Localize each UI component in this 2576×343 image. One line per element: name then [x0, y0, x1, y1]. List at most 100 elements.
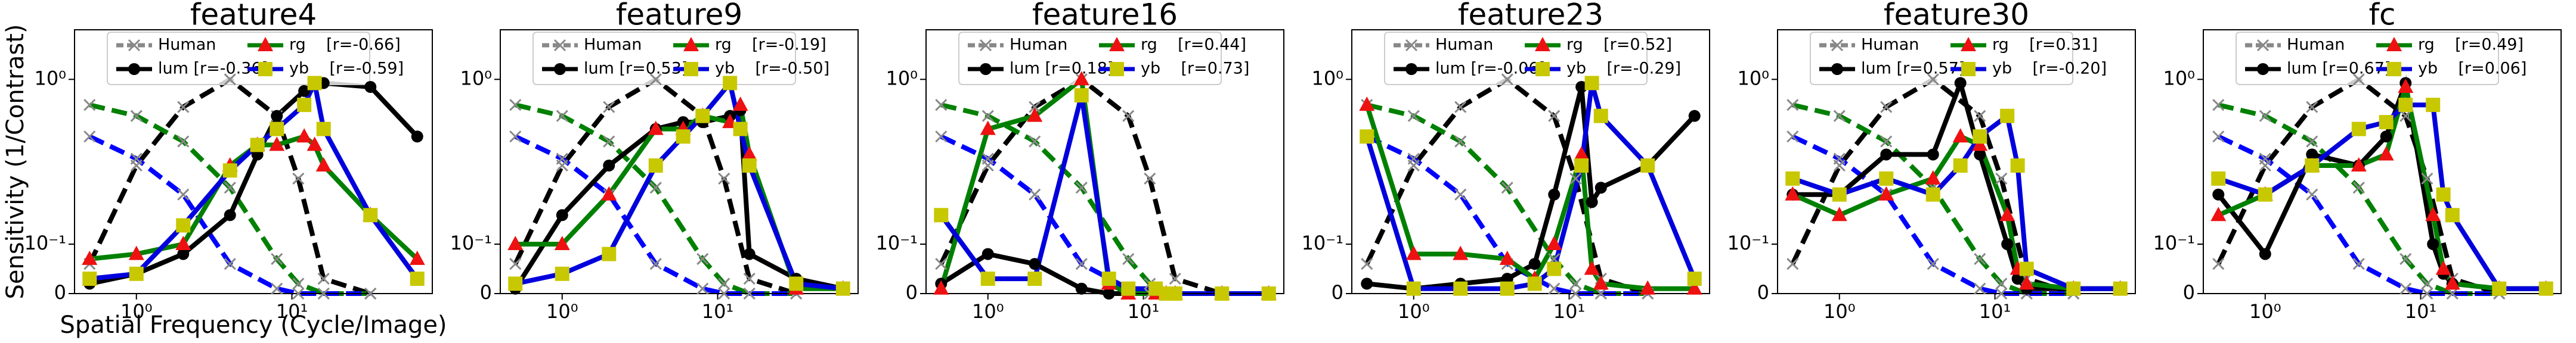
marker	[1999, 207, 2015, 222]
marker	[556, 209, 568, 222]
marker	[603, 135, 615, 148]
y-axis-label: Sensitivity (1/Contrast)	[2, 24, 29, 299]
marker	[2538, 281, 2553, 296]
marker	[2211, 171, 2226, 186]
marker	[555, 266, 569, 281]
panel-title: feature23	[1458, 0, 1603, 32]
marker	[2212, 99, 2225, 111]
marker	[292, 277, 305, 290]
marker	[1640, 158, 1655, 173]
x-tick-label: 10⁰	[546, 300, 578, 323]
legend-label: Human	[1861, 36, 1919, 54]
legend-label: yb [r=-0.50]	[715, 60, 829, 78]
y-tick-label: 10⁰	[460, 67, 492, 89]
marker	[1548, 110, 1561, 122]
marker	[1574, 158, 1589, 173]
marker	[601, 186, 617, 201]
marker	[222, 163, 237, 178]
marker	[982, 248, 994, 260]
legend-box	[1810, 32, 2073, 85]
marker	[979, 39, 992, 52]
panel-title: fc	[2368, 0, 2395, 32]
marker	[1880, 135, 1893, 148]
marker	[1101, 272, 1116, 286]
y-tick-label: 0	[1332, 281, 1343, 304]
legend-label: yb [r=0.73]	[1141, 60, 1249, 78]
marker	[1831, 39, 1844, 52]
marker	[1360, 129, 1374, 144]
marker	[2352, 258, 2365, 270]
marker	[649, 258, 662, 270]
series-line	[513, 76, 797, 296]
legend-label: Human	[2287, 36, 2345, 54]
marker	[1405, 63, 1417, 75]
legend-label: Human	[1435, 36, 1493, 54]
marker	[695, 108, 710, 123]
marker	[1500, 281, 1515, 296]
marker	[603, 159, 615, 172]
marker	[742, 158, 757, 173]
marker	[2351, 121, 2366, 136]
marker	[649, 182, 662, 194]
marker	[409, 250, 425, 265]
y-tick-label: 0	[1757, 281, 1769, 304]
marker	[1594, 287, 1607, 300]
marker	[2444, 275, 2460, 290]
plot-frame	[500, 29, 859, 294]
marker	[935, 130, 948, 143]
y-tick-label: 0	[480, 281, 492, 304]
marker	[1074, 88, 1089, 103]
marker	[718, 287, 730, 300]
marker	[1029, 135, 1041, 148]
marker	[2259, 110, 2271, 122]
marker	[2212, 188, 2225, 201]
marker	[733, 121, 748, 136]
legend-label: lum [r=0.18]	[1010, 60, 1113, 78]
marker	[1880, 101, 1893, 113]
marker	[177, 135, 190, 148]
marker	[1405, 39, 1418, 52]
marker	[271, 110, 283, 122]
marker	[224, 182, 236, 194]
marker	[1974, 148, 1986, 161]
marker	[2066, 281, 2081, 296]
legend: Human lum [r=0.18] rg [r=0.44] yb [r=0.73]	[958, 32, 1249, 85]
marker	[1548, 282, 1561, 295]
legend-label: rg [r=0.49]	[2418, 36, 2524, 54]
marker	[1569, 287, 1582, 300]
marker	[1584, 260, 1600, 275]
legend-box	[2236, 32, 2499, 85]
marker	[2446, 287, 2459, 300]
marker	[2018, 275, 2035, 290]
marker	[2352, 182, 2365, 194]
marker	[1584, 76, 1599, 91]
marker	[980, 272, 995, 286]
marker	[934, 208, 949, 223]
marker	[2305, 158, 2320, 173]
marker	[553, 39, 566, 52]
marker	[2258, 187, 2272, 202]
marker	[129, 266, 144, 281]
marker	[258, 37, 273, 51]
marker	[1974, 110, 1986, 122]
legend-label: rg [r=0.31]	[1992, 36, 2098, 54]
marker	[363, 208, 378, 223]
marker	[1640, 280, 1656, 295]
marker	[1168, 286, 1182, 301]
marker	[2306, 135, 2318, 148]
marker	[1454, 188, 1467, 201]
marker	[1122, 252, 1135, 265]
marker	[2000, 108, 2015, 123]
marker	[83, 130, 96, 143]
marker	[2380, 130, 2392, 143]
marker	[1787, 130, 1799, 143]
x-tick-label: 10⁰	[972, 300, 1004, 323]
legend-label: Human	[1010, 36, 1067, 54]
marker	[509, 258, 522, 270]
legend: Human lum [r=0.57] rg [r=0.31] yb [r=-0.20]	[1810, 32, 2107, 85]
marker	[1569, 277, 1582, 290]
marker	[1925, 170, 1941, 185]
marker	[649, 73, 662, 86]
